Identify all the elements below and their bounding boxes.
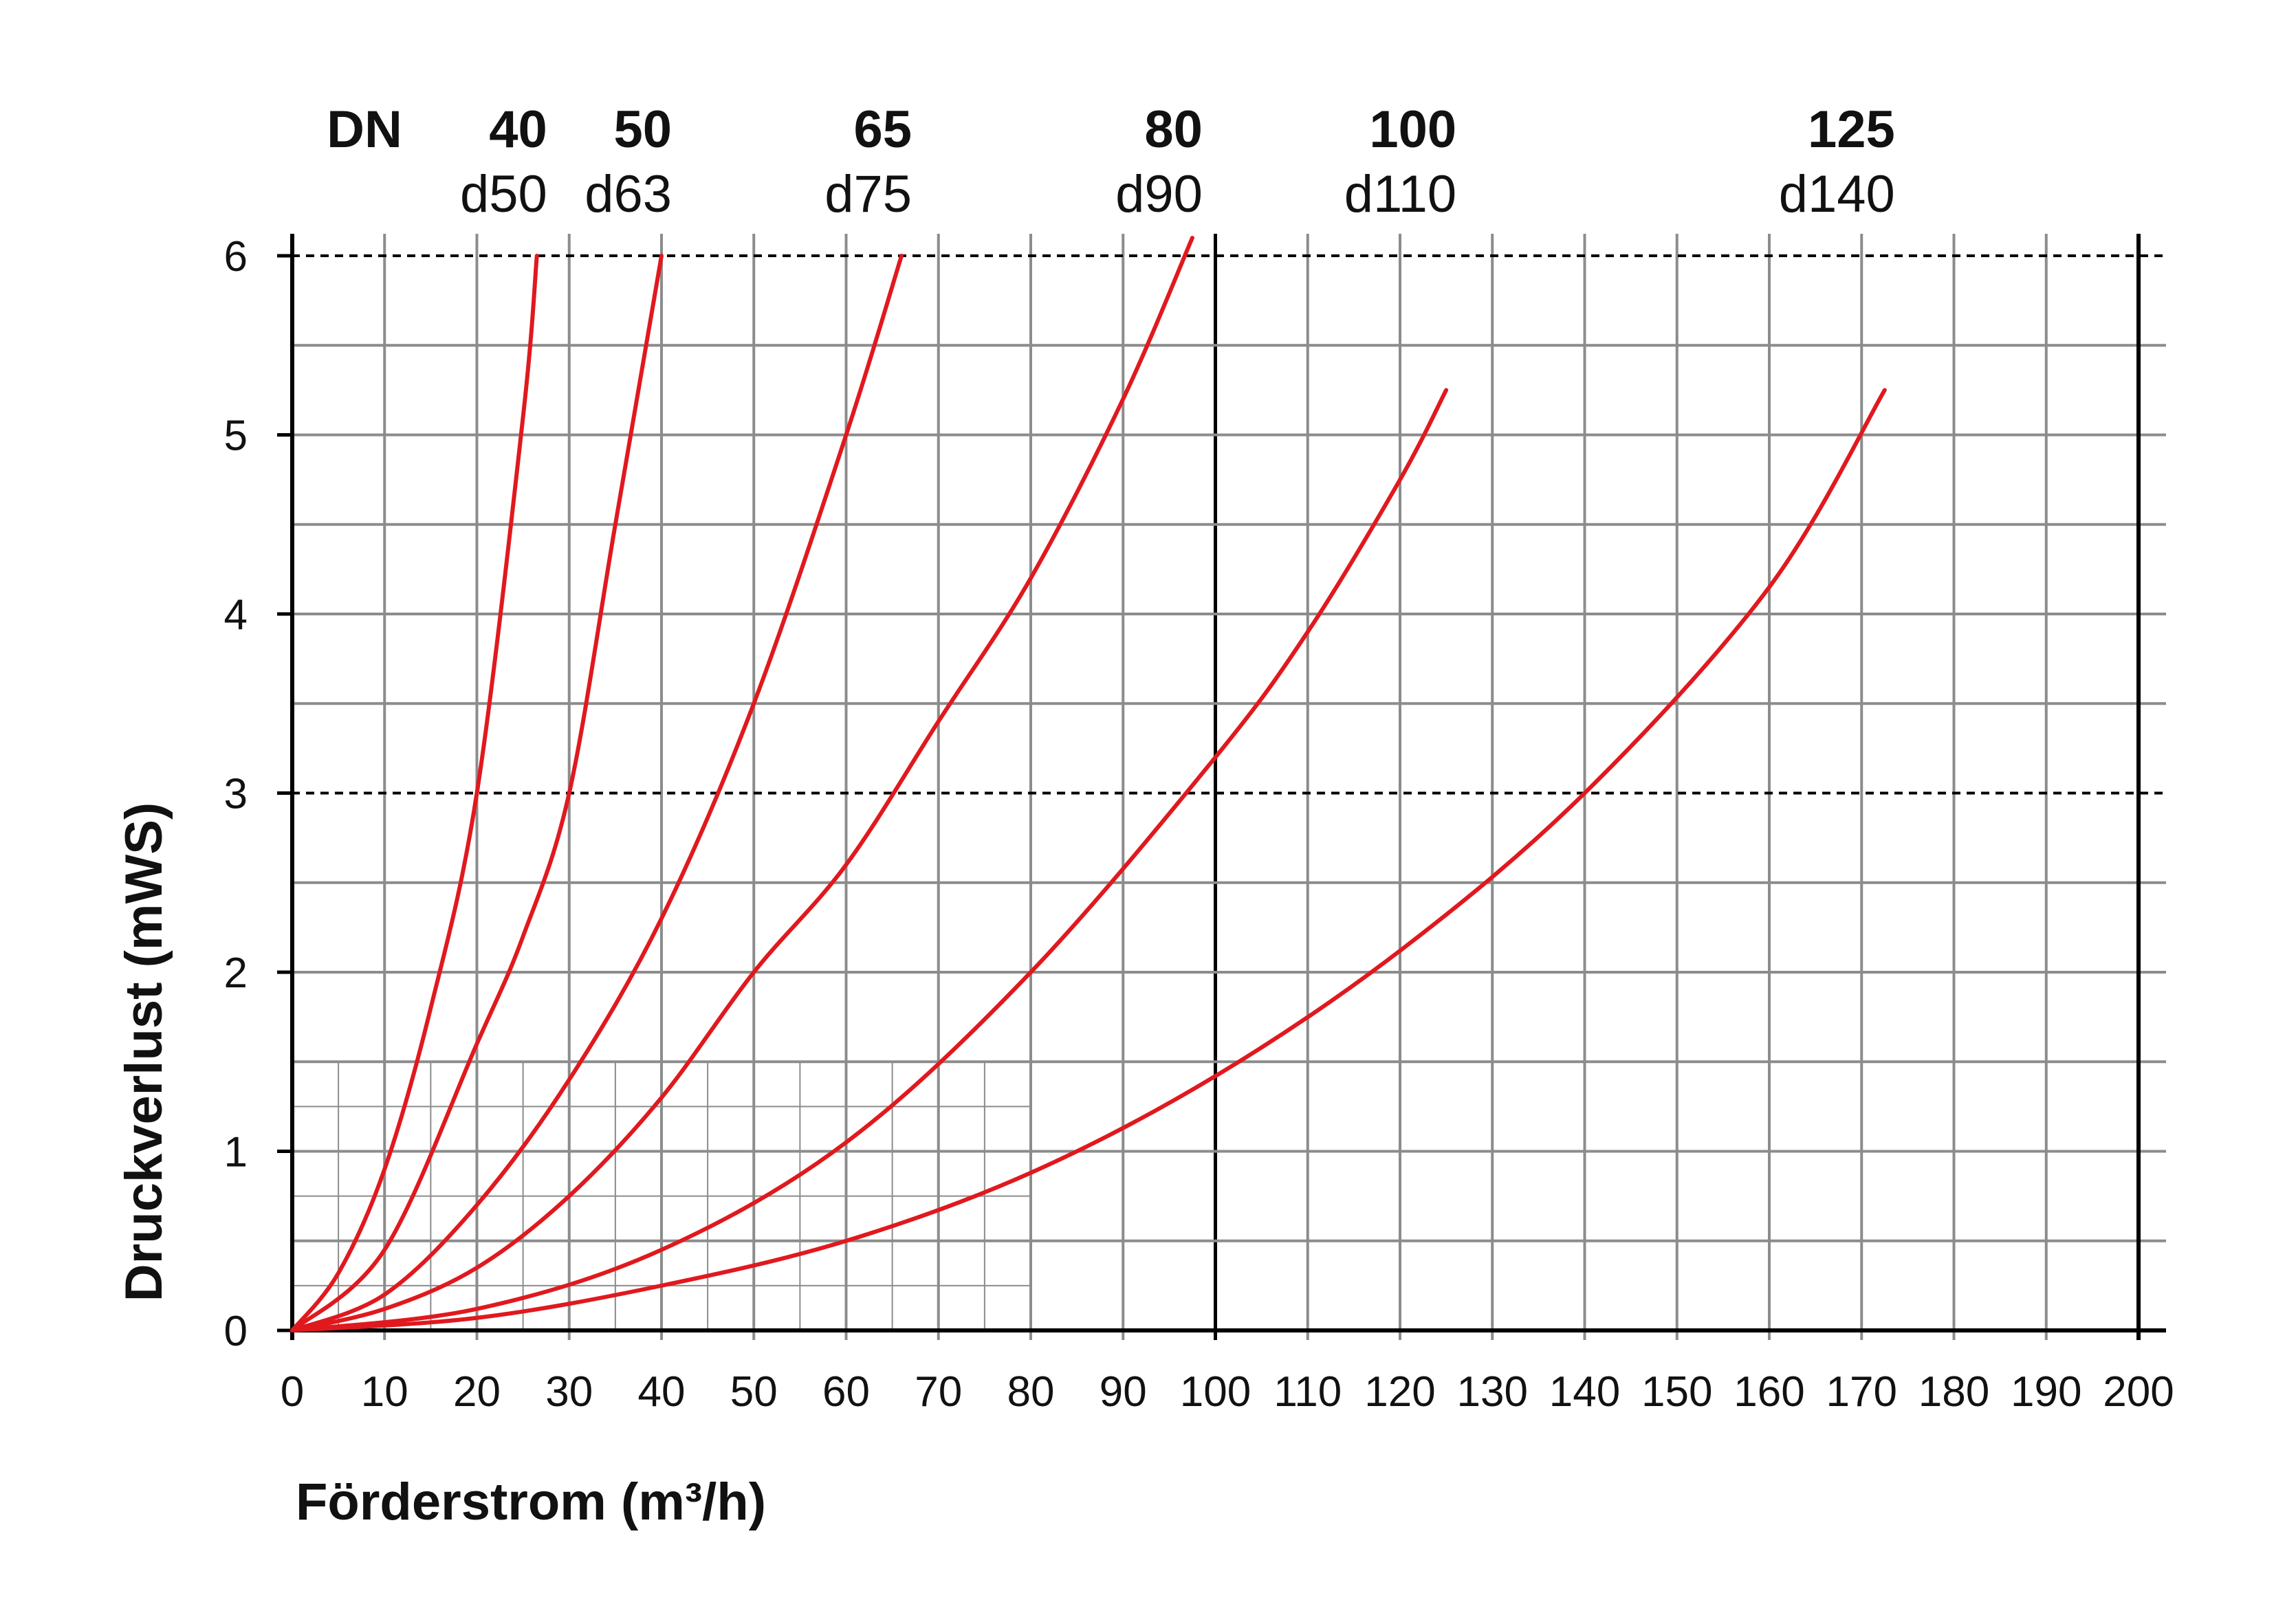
series-line-dn100 xyxy=(290,388,1449,1332)
x-tick-label: 10 xyxy=(361,1368,408,1416)
x-tick-label: 170 xyxy=(1826,1368,1897,1416)
series-line-dn50 xyxy=(290,254,664,1332)
series-label-dn-50: 50 xyxy=(613,100,672,159)
y-tick-label: 4 xyxy=(224,591,248,639)
x-tick-label: 80 xyxy=(1007,1368,1055,1416)
series-label-dn-40: 40 xyxy=(489,100,547,159)
series-line-dn125 xyxy=(290,388,1887,1332)
y-tick-label: 6 xyxy=(224,233,248,281)
series-label-dn-65: 65 xyxy=(854,100,912,159)
x-tick-label: 110 xyxy=(1273,1368,1342,1416)
grid xyxy=(277,234,2166,1340)
labels: 40 d50 50 d63 65 d75 80 d90 100 d110 125 d140 xyxy=(460,100,1895,223)
x-tick-label: 150 xyxy=(1641,1368,1712,1416)
x-tick-label: 200 xyxy=(2103,1368,2174,1416)
y-tick-label: 0 xyxy=(224,1308,248,1355)
series-label-d-40: d50 xyxy=(460,165,547,223)
x-tick-label: 40 xyxy=(638,1368,686,1416)
y-tick-label: 2 xyxy=(224,950,248,997)
series-label-dn-80: 80 xyxy=(1144,100,1203,159)
series-line-dn80 xyxy=(290,235,1194,1332)
x-tick-label: 180 xyxy=(1918,1368,1989,1416)
y-axis-title: Druckverlust (mWS) xyxy=(115,802,173,1302)
x-tick-label: 0 xyxy=(281,1368,304,1416)
curves xyxy=(290,235,1887,1332)
x-tick-label: 160 xyxy=(1734,1368,1804,1416)
x-tick-label: 20 xyxy=(453,1368,501,1416)
series-label-d-125: d140 xyxy=(1779,165,1895,223)
x-tick-label: 30 xyxy=(545,1368,593,1416)
x-axis-title: Förderstrom (m³/h) xyxy=(296,1473,766,1531)
y-tick-label: 3 xyxy=(224,771,248,818)
x-tick-label: 70 xyxy=(915,1368,962,1416)
dn-header: DN xyxy=(327,100,402,159)
x-tick-label: 90 xyxy=(1100,1368,1147,1416)
x-tick-label: 140 xyxy=(1549,1368,1620,1416)
x-tick-label: 190 xyxy=(2011,1368,2081,1416)
x-tick-label: 60 xyxy=(822,1368,870,1416)
series-label-dn-100: 100 xyxy=(1369,100,1456,159)
series-line-dn40 xyxy=(290,254,539,1332)
series-label-d-100: d110 xyxy=(1344,165,1456,223)
x-tick-label: 50 xyxy=(730,1368,778,1416)
series-line-dn65 xyxy=(290,254,904,1332)
series-label-d-65: d75 xyxy=(824,165,912,223)
x-tick-label: 100 xyxy=(1180,1368,1251,1416)
series-label-dn-125: 125 xyxy=(1808,100,1895,159)
y-tick-label: 5 xyxy=(224,413,248,460)
series-label-d-80: d90 xyxy=(1115,165,1203,223)
series-label-d-50: d63 xyxy=(584,165,672,223)
y-tick-label: 1 xyxy=(224,1129,248,1176)
x-tick-label: 120 xyxy=(1364,1368,1435,1416)
x-tick-label: 130 xyxy=(1457,1368,1528,1416)
